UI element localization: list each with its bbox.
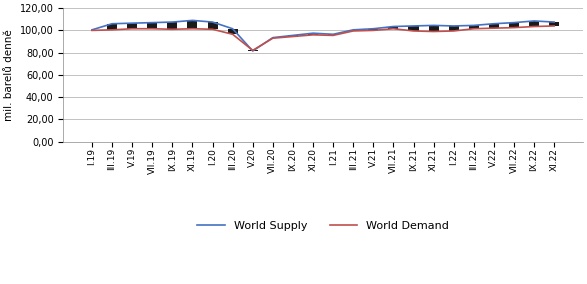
- World Supply: [410, 24, 417, 28]
- Line: World Demand: World Demand: [92, 26, 554, 50]
- World Demand: [450, 29, 457, 33]
- Bar: [308, 33, 318, 35]
- World Demand: [551, 24, 558, 28]
- World Supply: [189, 19, 196, 22]
- World Supply: [450, 24, 457, 28]
- Bar: [429, 25, 438, 32]
- World Supply: [350, 28, 357, 32]
- Bar: [228, 29, 238, 34]
- World Demand: [490, 26, 497, 30]
- Bar: [389, 26, 399, 29]
- World Supply: [289, 34, 296, 37]
- World Demand: [89, 29, 96, 32]
- World Supply: [129, 22, 136, 25]
- Bar: [268, 37, 278, 38]
- Bar: [328, 34, 338, 36]
- World Demand: [330, 34, 337, 37]
- World Supply: [109, 22, 116, 26]
- World Demand: [249, 49, 257, 52]
- World Demand: [309, 33, 316, 37]
- World Demand: [209, 28, 216, 31]
- World Demand: [531, 25, 538, 28]
- World Supply: [390, 25, 397, 28]
- Bar: [368, 29, 379, 30]
- Bar: [147, 23, 157, 29]
- World Demand: [470, 27, 477, 30]
- World Supply: [209, 20, 216, 24]
- World Supply: [89, 28, 96, 32]
- Bar: [107, 24, 117, 30]
- World Demand: [269, 36, 276, 40]
- World Supply: [430, 24, 437, 27]
- World Supply: [149, 21, 156, 24]
- World Demand: [289, 35, 296, 38]
- World Demand: [350, 29, 357, 33]
- Legend: World Supply, World Demand: World Supply, World Demand: [193, 216, 454, 235]
- World Demand: [370, 29, 377, 32]
- World Supply: [470, 24, 477, 27]
- Bar: [448, 26, 458, 31]
- World Supply: [169, 20, 176, 24]
- Bar: [127, 23, 137, 29]
- Bar: [187, 20, 197, 29]
- World Demand: [109, 28, 116, 32]
- World Supply: [490, 22, 497, 26]
- Bar: [409, 26, 419, 31]
- World Demand: [229, 33, 236, 36]
- Bar: [208, 22, 218, 29]
- Y-axis label: mil. barelů denně: mil. barelů denně: [4, 29, 14, 121]
- World Supply: [531, 19, 538, 23]
- World Supply: [511, 21, 518, 24]
- World Supply: [269, 36, 276, 39]
- World Supply: [551, 20, 558, 24]
- Bar: [529, 21, 539, 26]
- World Demand: [390, 27, 397, 30]
- World Demand: [149, 27, 156, 30]
- World Supply: [309, 32, 316, 35]
- World Demand: [430, 30, 437, 33]
- Bar: [288, 36, 298, 37]
- World Supply: [229, 27, 236, 30]
- Bar: [549, 22, 559, 26]
- Bar: [469, 25, 479, 29]
- World Supply: [330, 33, 337, 36]
- World Demand: [511, 26, 518, 29]
- Line: World Supply: World Supply: [92, 20, 554, 51]
- Bar: [509, 23, 519, 28]
- World Demand: [189, 27, 196, 30]
- Bar: [248, 50, 258, 51]
- World Demand: [129, 27, 136, 30]
- Bar: [489, 24, 499, 28]
- World Supply: [370, 27, 377, 30]
- Bar: [348, 30, 358, 31]
- World Demand: [410, 29, 417, 33]
- World Demand: [169, 28, 176, 31]
- Bar: [167, 22, 177, 29]
- World Supply: [249, 49, 257, 53]
